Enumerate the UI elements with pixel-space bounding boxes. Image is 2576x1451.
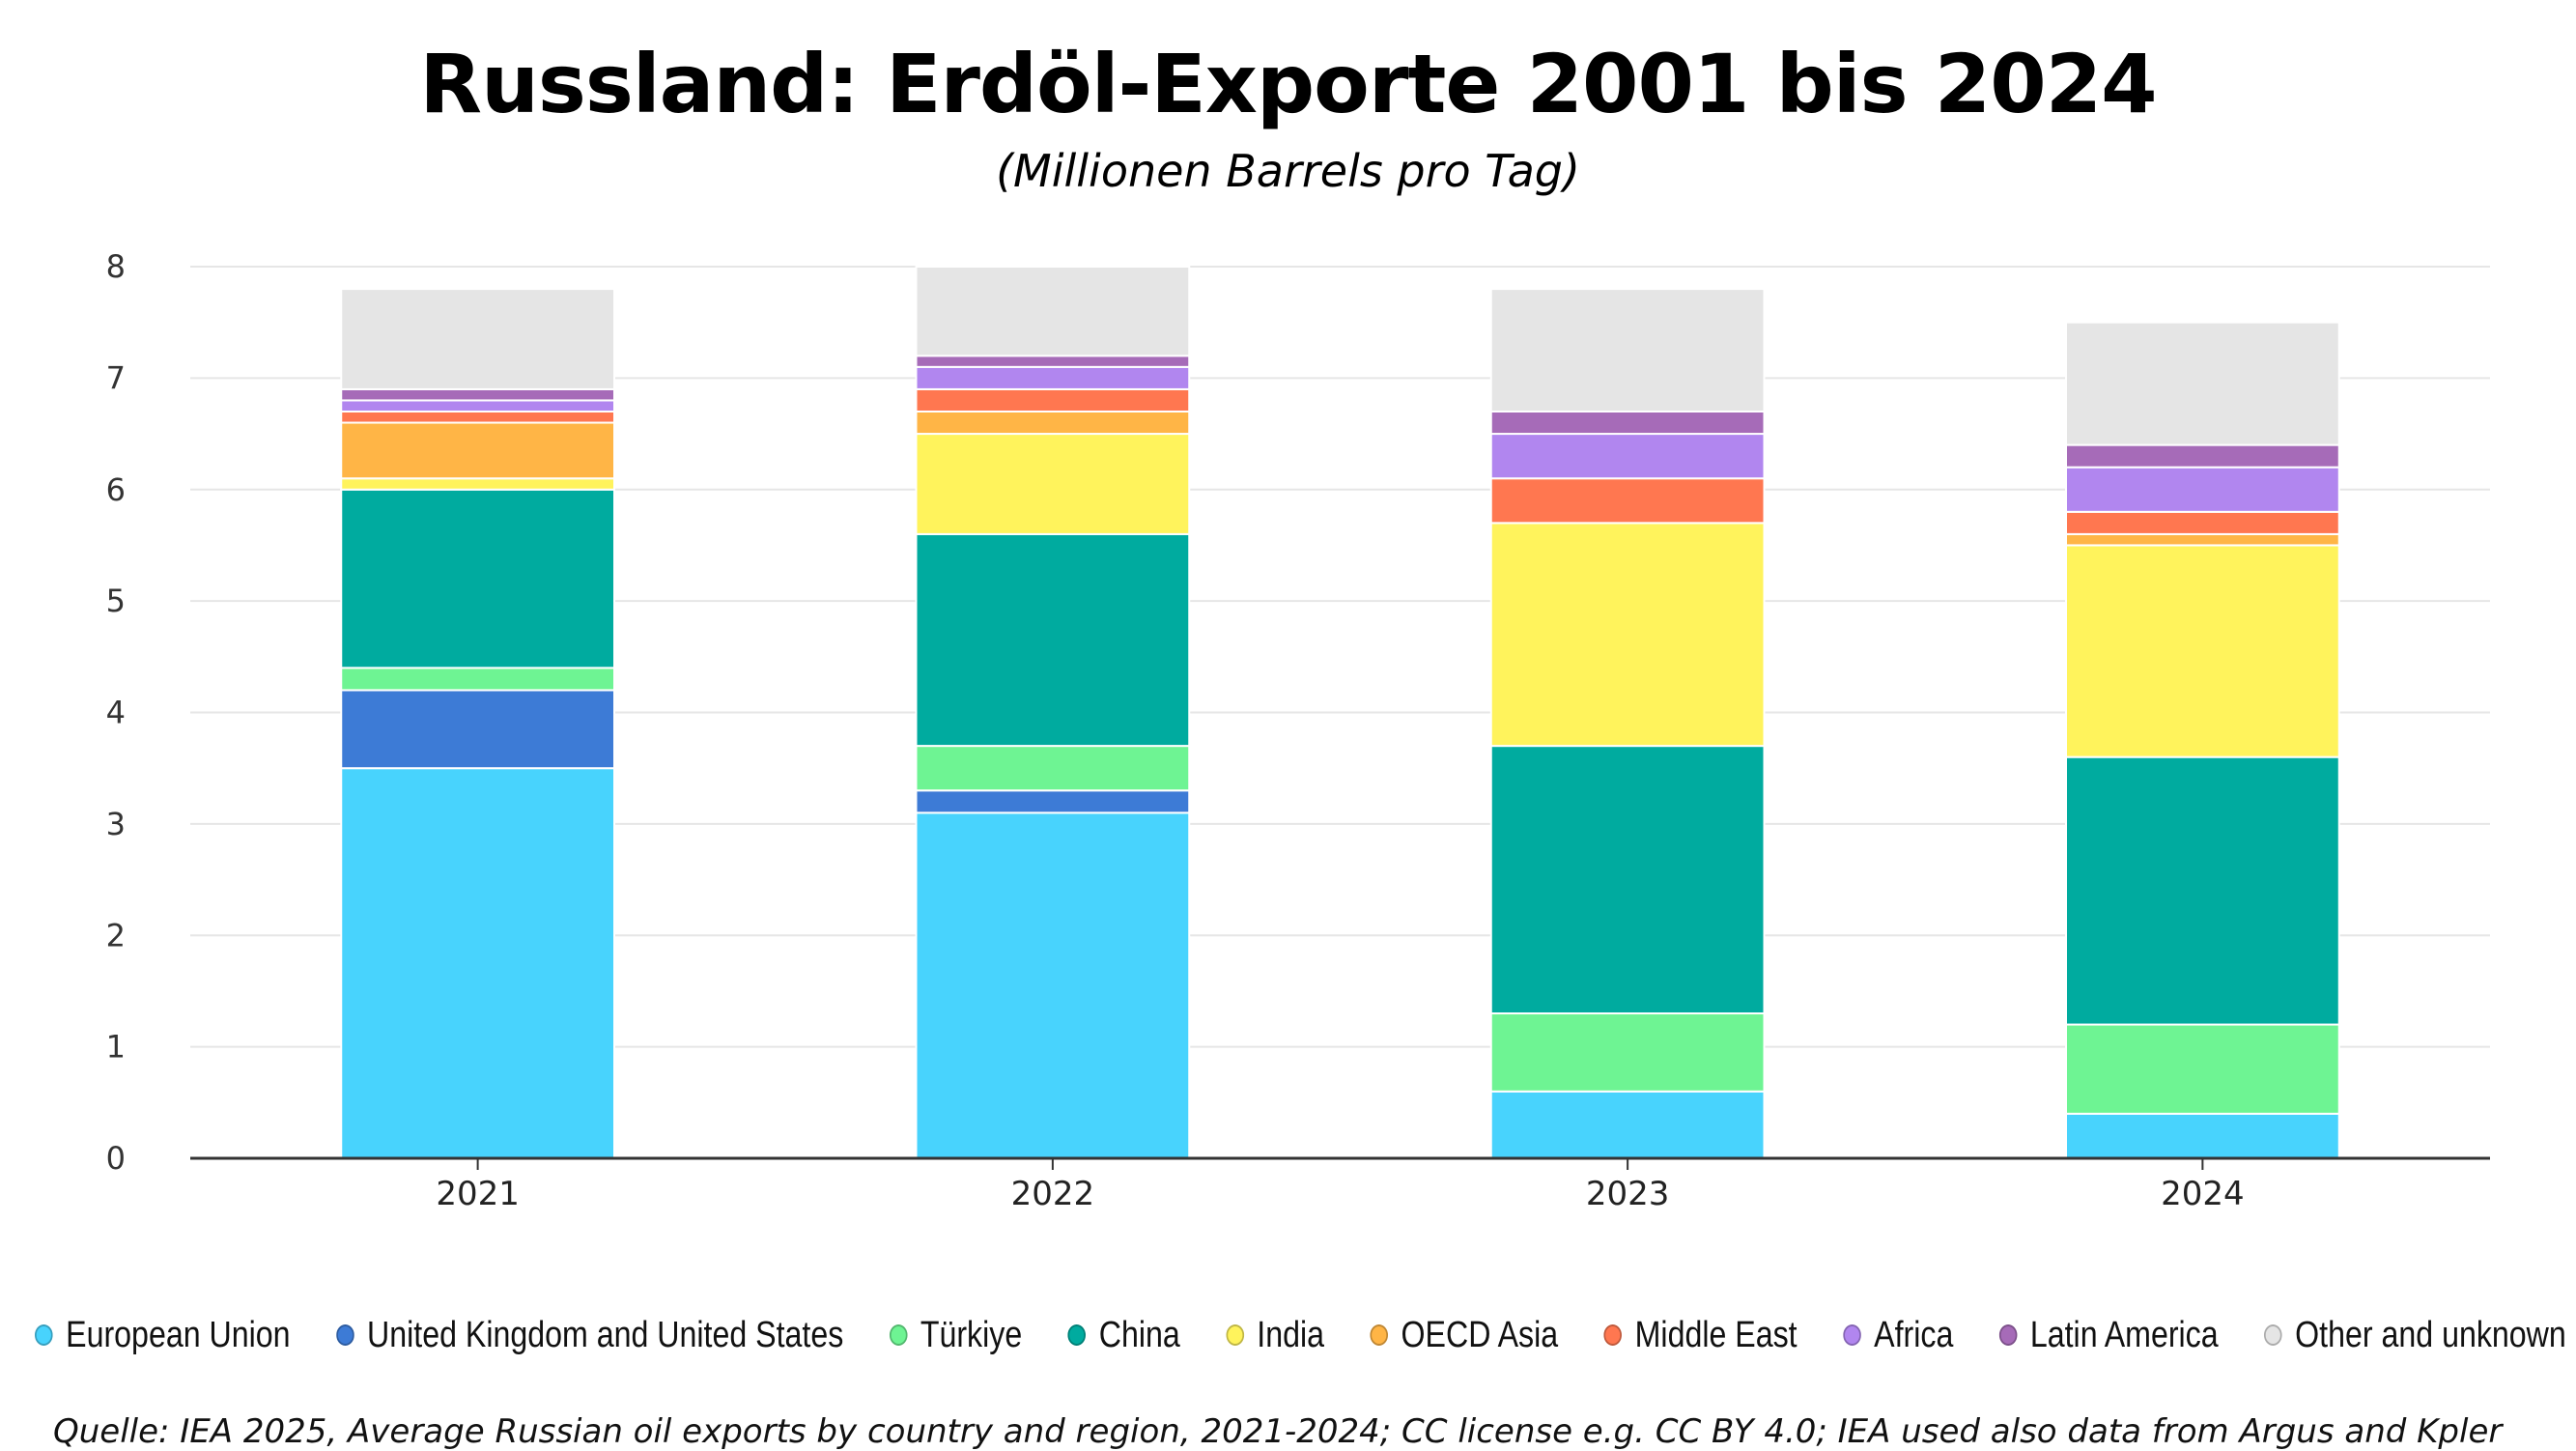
legend-item: Türkiye [889,1314,1023,1356]
bar-segment [340,288,615,390]
bar-segment [340,477,615,491]
bar-segment [915,266,1191,357]
bar-segment [1489,288,1766,413]
legend-swatch [1226,1324,1244,1346]
bar-segment [1489,433,1766,480]
bar-segment [915,811,1191,1160]
legend-swatch [1067,1324,1087,1346]
bar-segment [340,387,615,402]
legend-label: India [1257,1314,1325,1355]
bars [340,266,2340,1160]
legend-swatch [335,1324,354,1346]
legend-swatch [1370,1324,1388,1346]
source-note: Quelle: IEA 2025, Average Russian oil ex… [53,1412,2503,1451]
legend-item: Latin America [1998,1314,2219,1356]
bar-segment [340,488,615,669]
legend-swatch [1603,1324,1623,1346]
legend-item: Africa [1842,1314,1954,1356]
bar-segment [2065,466,2340,513]
bar-segment [2065,1023,2340,1115]
y-tick-label: 0 [106,1140,126,1177]
y-tick-label: 6 [106,471,126,508]
y-tick-label: 4 [106,695,126,731]
bar-segment [2065,321,2340,446]
legend-label: United Kingdom and United States [367,1314,844,1355]
bar-segment [340,421,615,480]
y-axis: 0 1 2 3 4 5 6 7 8 [106,248,126,1177]
bar-segment [2065,532,2340,547]
bar-segment [2065,443,2340,469]
y-tick-label: 2 [106,917,126,953]
bar-segment [340,667,615,692]
y-tick-label: 7 [106,359,126,396]
bar-segment [2065,510,2340,535]
bar-segment [1489,410,1766,436]
bar-segment [2065,1112,2340,1159]
bar-segment [915,789,1191,814]
y-tick-label: 8 [106,248,126,285]
x-tick-label: 2022 [1011,1175,1095,1213]
legend-item: Other and unknown [2264,1315,2566,1356]
bar-segment [915,745,1191,792]
bar-segment [915,410,1191,436]
legend-swatch [1842,1324,1861,1346]
legend-item: Middle East [1603,1314,1798,1356]
legend-label: Middle East [1634,1314,1798,1355]
bar-segment [2065,544,2340,758]
bar-segment [1489,477,1766,525]
x-axis: 2021 2022 2023 2024 [190,1156,2490,1213]
bar-segment [915,433,1191,535]
legend-swatch [889,1324,908,1346]
bar-segment [340,689,615,770]
bar-segment [1489,522,1766,748]
chart-subtitle: (Millionen Barrels pro Tag) [996,145,1580,197]
legend-label: Türkiye [920,1314,1023,1355]
bar-segment [1489,1012,1766,1093]
legend-swatch [2264,1324,2282,1346]
y-tick-label: 1 [106,1029,126,1066]
legend-label: European Union [66,1314,291,1355]
legend-label: Africa [1874,1314,1954,1355]
legend-item: European Union [35,1315,291,1356]
legend-label: Latin America [2029,1314,2219,1355]
legend-item: United Kingdom and United States [335,1314,844,1356]
bar-segment [340,410,615,424]
bar-segment [1489,1090,1766,1160]
y-tick-label: 3 [106,806,126,842]
legend-item: India [1226,1315,1324,1356]
bar-segment [915,365,1191,390]
bar-segment [2065,755,2340,1026]
legend-item: OECD Asia [1370,1315,1558,1356]
legend-label: Other and unknown [2295,1314,2566,1355]
legend-swatch [35,1324,53,1346]
x-tick-label: 2024 [2161,1175,2245,1213]
y-tick-label: 5 [106,583,126,619]
legend: European Union United Kingdom and United … [35,1306,2566,1364]
x-tick-label: 2021 [436,1175,520,1213]
stacked-bar-chart: 0 1 2 3 4 5 6 7 8 2021 2022 2023 2024 [106,248,2490,1213]
bar-segment [340,767,615,1159]
legend-item: China [1067,1314,1180,1356]
legend-label: China [1098,1314,1180,1355]
bar-segment [915,532,1191,748]
legend-swatch [1998,1324,2018,1346]
legend-label: OECD Asia [1401,1314,1559,1355]
bar-segment [340,399,615,413]
chart-title: Russland: Erdöl-Exporte 2001 bis 2024 [419,37,2157,131]
bar-segment [915,355,1191,368]
x-tick-label: 2023 [1586,1175,1670,1213]
bar-segment [915,387,1191,413]
bar-segment [1489,745,1766,1015]
